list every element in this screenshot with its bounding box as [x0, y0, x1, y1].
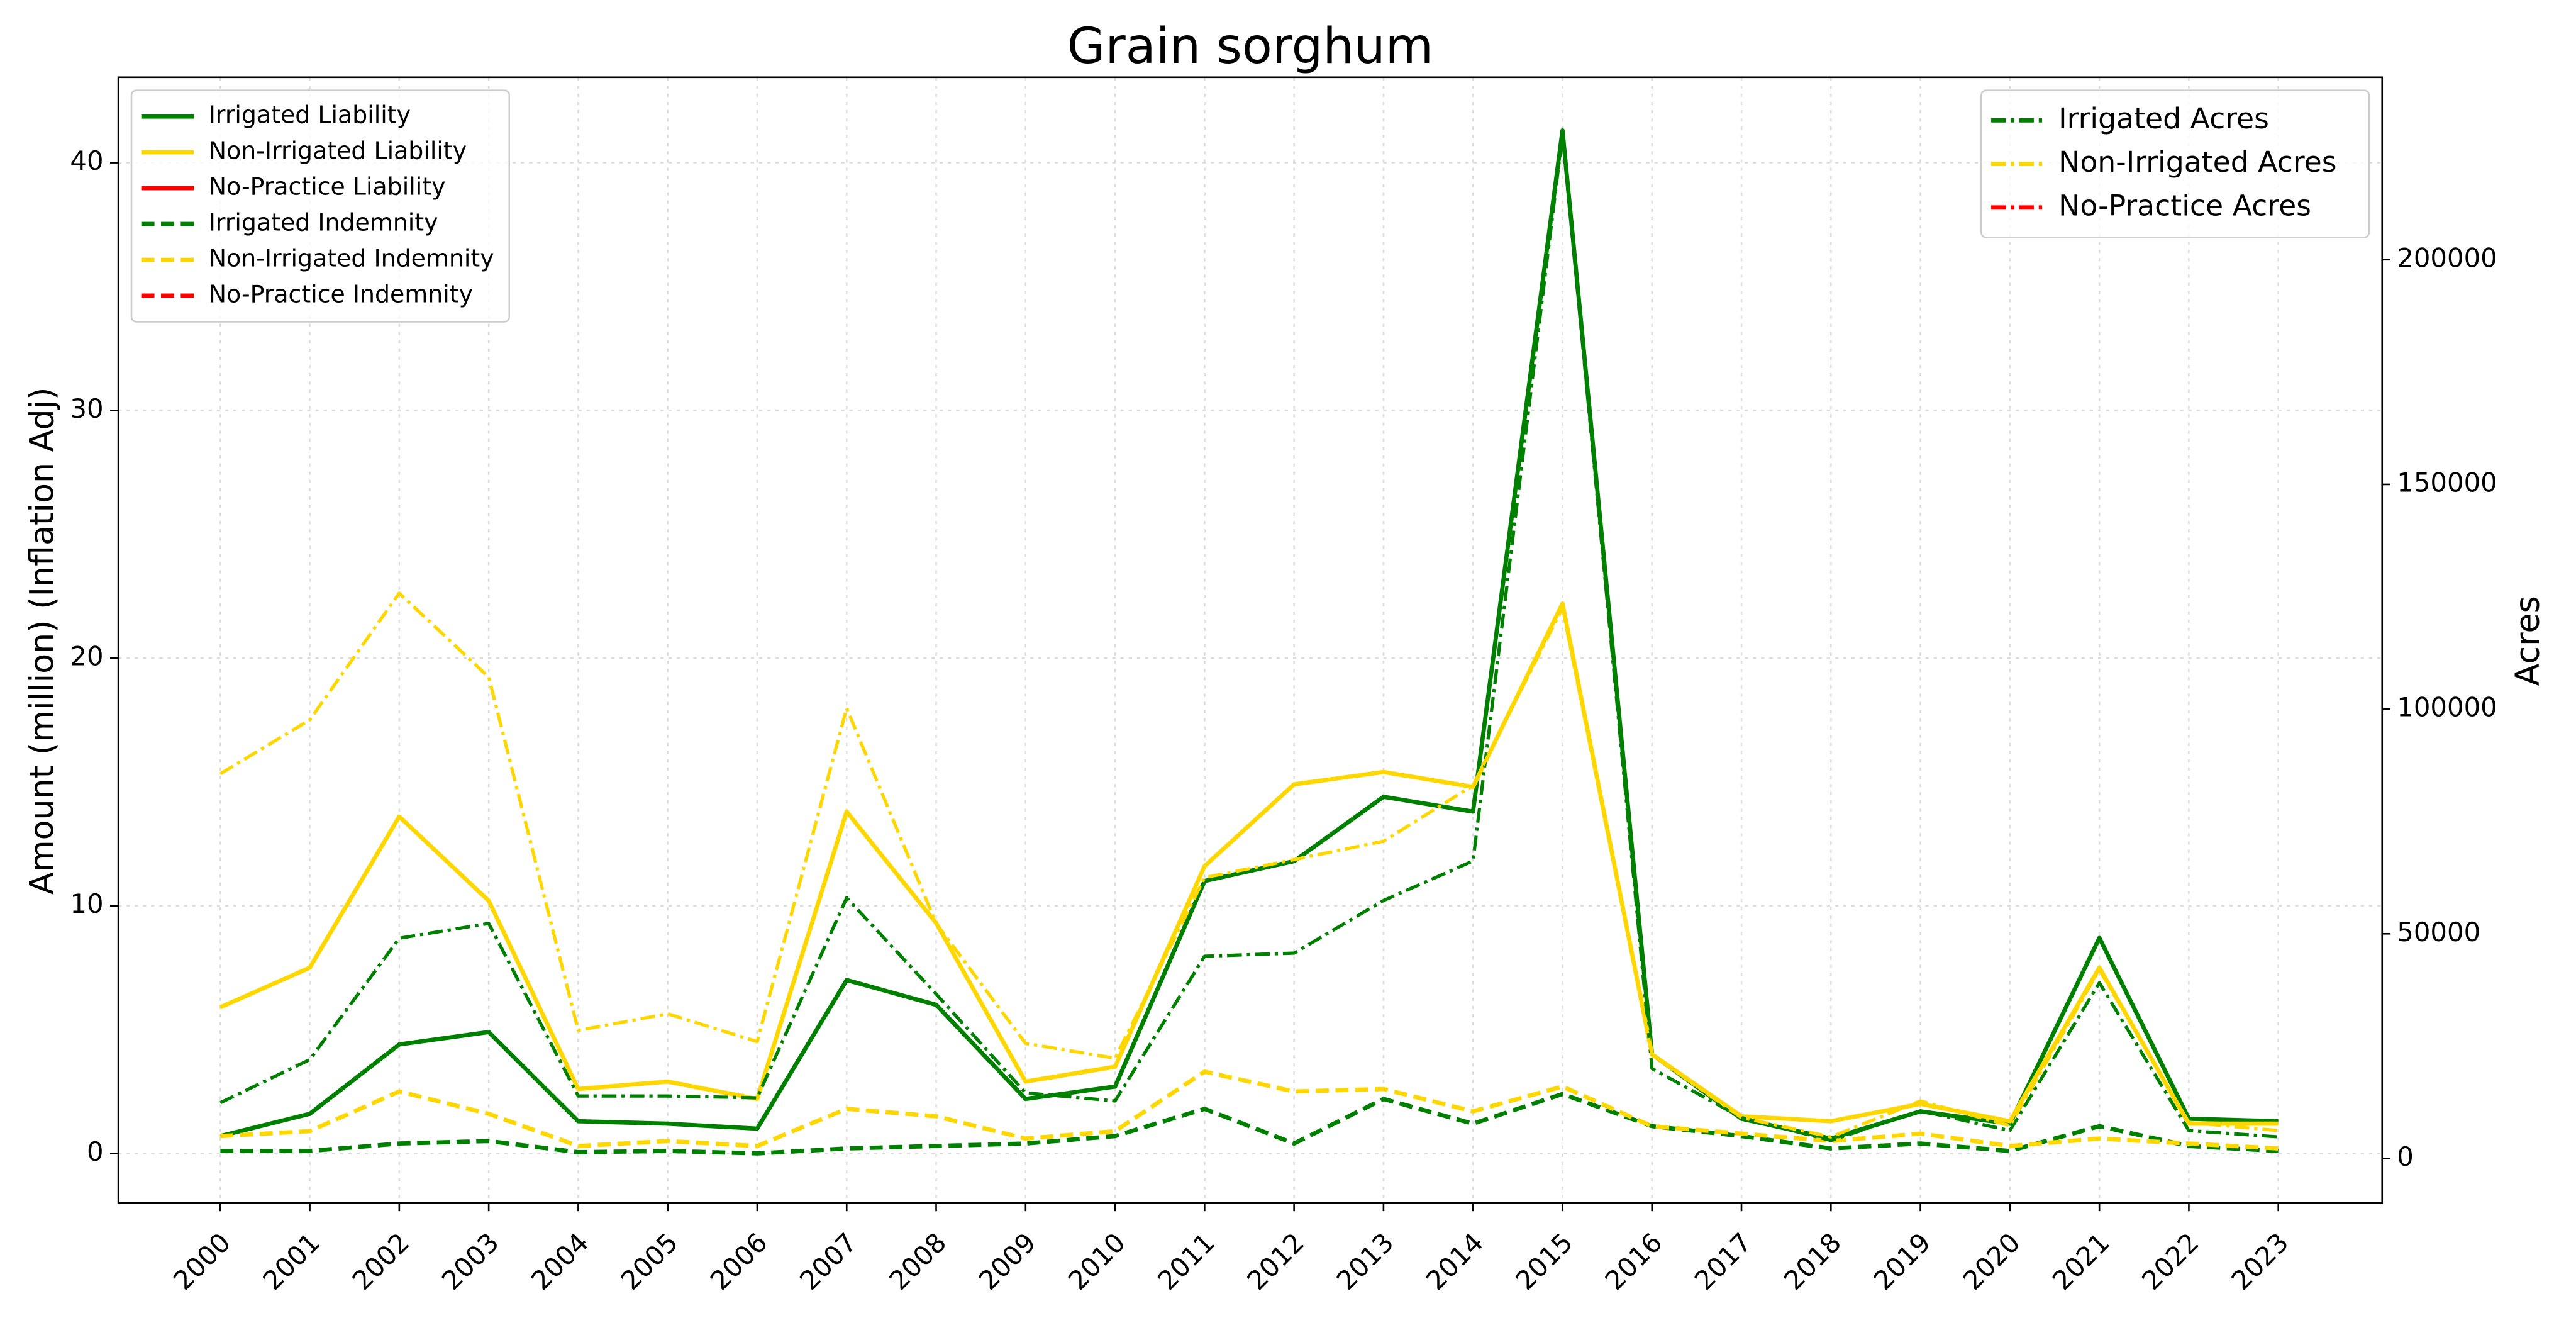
plot-frame: [117, 76, 2384, 1204]
legend-label: Non-Irrigated Liability: [209, 137, 467, 165]
y-tick-label: 10: [70, 888, 103, 919]
x-tick-label: 2013: [1331, 1227, 1400, 1296]
y2-tick-label: 150000: [2397, 467, 2497, 498]
y-tick-label: 30: [70, 393, 103, 424]
x-tick-label: 2000: [167, 1227, 236, 1296]
x-tick-label: 2017: [1689, 1227, 1758, 1296]
legend-label: No-Practice Indemnity: [209, 280, 473, 308]
x-tick-label: 2006: [704, 1227, 774, 1296]
x-tick-label: 2007: [794, 1227, 863, 1296]
series-line: [219, 591, 2279, 1139]
y2-axis-label: Acres: [2509, 596, 2547, 686]
x-tick-label: 2005: [614, 1227, 684, 1296]
y2-tick-label: 50000: [2397, 917, 2480, 947]
legend: Irrigated Acres Non-Irrigated Acres No-Pra…: [1980, 89, 2370, 238]
x-tick-label: 2004: [525, 1227, 594, 1296]
x-tick-label: 2022: [2136, 1227, 2205, 1296]
x-tick-label: 2001: [257, 1227, 326, 1296]
y-axis-label: Amount (million) (Inflation Adj): [24, 387, 62, 895]
x-tick-label: 2018: [1778, 1227, 1847, 1296]
chart-title: Grain sorghum: [1067, 18, 1433, 75]
y2-tick-label: 0: [2397, 1141, 2414, 1172]
y2-tick-label: 200000: [2397, 242, 2497, 273]
y2-tick-label: 100000: [2397, 692, 2497, 723]
legend-label: No-Practice Acres: [2058, 189, 2311, 222]
series-line: [219, 601, 2279, 1126]
x-tick-label: 2010: [1062, 1227, 1131, 1296]
x-tick-label: 2019: [1867, 1227, 1936, 1296]
x-tick-label: 2008: [883, 1227, 952, 1296]
series-line: [220, 1069, 2279, 1151]
legend-box: [1980, 89, 2370, 238]
x-tick-label: 2003: [436, 1227, 505, 1296]
x-tick-label: 2009: [973, 1227, 1042, 1296]
legend-label: Non-Irrigated Indemnity: [209, 244, 494, 272]
x-tick-label: 2014: [1420, 1227, 1489, 1296]
x-tick-label: 2011: [1152, 1227, 1221, 1296]
x-tick-label: 2020: [1957, 1227, 2026, 1296]
legend-label: Irrigated Indemnity: [209, 209, 438, 237]
series-line: [220, 1092, 2279, 1156]
x-tick-label: 2023: [2226, 1227, 2295, 1296]
x-tick-label: 2015: [1509, 1227, 1579, 1296]
legend-label: No-Practice Liability: [209, 173, 446, 201]
x-tick-label: 2002: [347, 1227, 416, 1296]
series-line: [219, 133, 2279, 1142]
y-tick-label: 20: [70, 641, 103, 672]
legend-label: Irrigated Acres: [2058, 102, 2269, 135]
legend: Irrigated Liability Non-Irrigated Liabili…: [130, 89, 511, 323]
x-tick-label: 2021: [2046, 1227, 2116, 1296]
legend-label: Irrigated Liability: [209, 101, 411, 129]
legend-label: Non-Irrigated Acres: [2058, 145, 2336, 179]
y-tick-label: 0: [87, 1136, 104, 1167]
x-tick-label: 2012: [1241, 1227, 1310, 1296]
y-tick-label: 40: [70, 145, 103, 176]
x-tick-label: 2016: [1599, 1227, 1668, 1296]
legend-box: [130, 89, 511, 323]
